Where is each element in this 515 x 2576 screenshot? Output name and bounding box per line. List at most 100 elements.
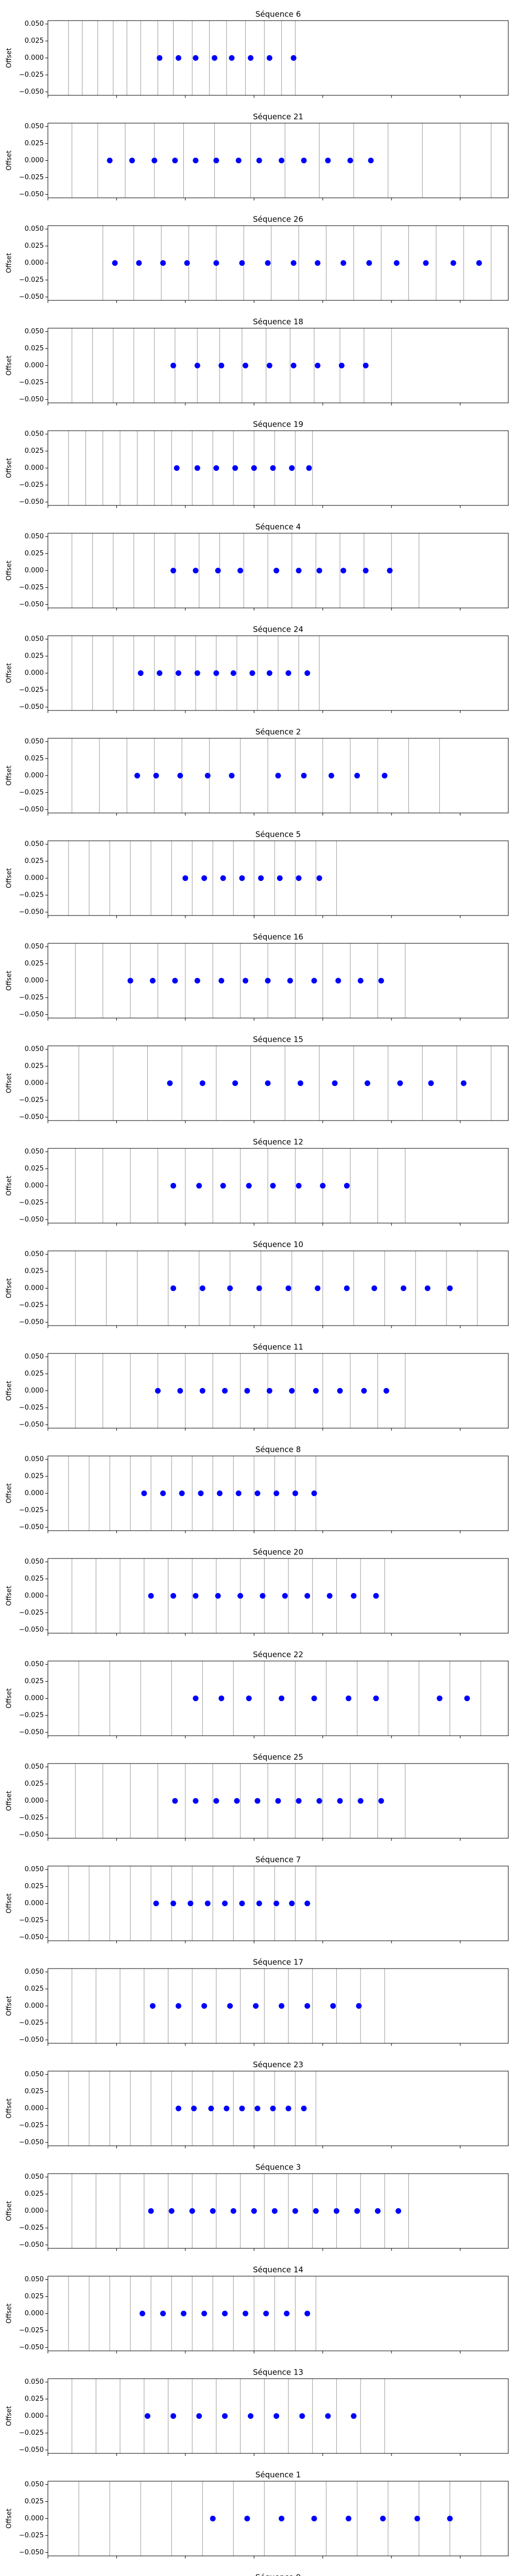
point [371, 1285, 377, 1291]
point [270, 2106, 276, 2111]
y-tick-label: −0.050 [19, 1831, 44, 1839]
point [437, 1696, 443, 1701]
point [361, 1388, 367, 1394]
y-axis-label: Offset [6, 2098, 13, 2119]
axes-frame [47, 1763, 509, 1839]
point [229, 55, 235, 61]
point [357, 1798, 364, 1804]
point [174, 465, 180, 471]
axes-frame [47, 943, 509, 1019]
y-axis-label: Offset [6, 48, 13, 68]
point [290, 260, 297, 266]
point [304, 1901, 311, 1906]
point [201, 2311, 208, 2316]
y-tick-label: 0.000 [25, 1592, 44, 1600]
y-tick-label: −0.025 [19, 789, 44, 796]
point [316, 875, 322, 881]
point [265, 978, 271, 984]
subplot-title: Séquence 19 [253, 420, 303, 429]
y-tick-label: −0.050 [19, 2139, 44, 2146]
y-tick-label: −0.025 [19, 1814, 44, 1822]
axes-frame [47, 225, 509, 301]
y-tick-label: −0.050 [19, 908, 44, 916]
point [253, 2003, 259, 2009]
point [193, 55, 199, 61]
point [266, 1388, 272, 1394]
y-tick-label: −0.050 [19, 1011, 44, 1019]
point [179, 1490, 185, 1496]
y-tick-label: −0.025 [19, 2019, 44, 2027]
point [289, 1901, 295, 1906]
point [153, 1901, 159, 1906]
point [148, 2208, 154, 2214]
point [107, 158, 113, 163]
y-tick-label: −0.050 [19, 806, 44, 814]
y-tick-label: 0.025 [25, 37, 44, 45]
subplot-title: Séquence 13 [253, 2368, 303, 2377]
point [208, 2106, 214, 2111]
point [199, 1080, 205, 1086]
point [383, 1388, 389, 1394]
point [340, 260, 347, 266]
point [213, 670, 219, 676]
point [373, 1696, 379, 1701]
point [172, 1798, 178, 1804]
y-axis-label: Offset [6, 2303, 13, 2324]
point [212, 55, 218, 61]
y-tick-label: 0.000 [25, 2515, 44, 2522]
y-tick-label: 0.050 [25, 2173, 44, 2181]
y-tick-label: 0.050 [25, 328, 44, 335]
y-tick-label: 0.025 [25, 2293, 44, 2300]
y-tick-label: 0.000 [25, 54, 44, 62]
y-tick-label: 0.025 [25, 447, 44, 455]
y-tick-label: −0.050 [19, 1523, 44, 1531]
y-tick-label: 0.000 [25, 977, 44, 985]
point [170, 568, 177, 573]
y-tick-label: 0.025 [25, 857, 44, 865]
point [450, 260, 456, 266]
subplot-title: Séquence 22 [253, 1650, 303, 1659]
point [239, 875, 245, 881]
y-tick-label: 0.025 [25, 2088, 44, 2095]
subplot-title: Séquence 26 [253, 215, 303, 224]
point [218, 978, 225, 984]
point [296, 1183, 302, 1189]
point [347, 158, 353, 163]
point [273, 2413, 280, 2419]
point [273, 1901, 280, 1906]
point [285, 2106, 291, 2111]
y-tick-label: 0.025 [25, 1062, 44, 1070]
subplot-title: Séquence 12 [253, 1138, 303, 1147]
axes-frame [47, 2071, 509, 2146]
axes-frame [47, 1148, 509, 1224]
point [189, 2208, 195, 2214]
y-axis-label: Offset [6, 355, 13, 376]
point [249, 670, 255, 676]
point [244, 2516, 250, 2521]
y-tick-label: −0.050 [19, 1626, 44, 1634]
y-tick-label: −0.025 [19, 1506, 44, 1514]
y-tick-label: 0.050 [25, 2276, 44, 2283]
point [222, 2311, 228, 2316]
y-tick-label: 0.000 [25, 772, 44, 779]
point [172, 158, 178, 163]
y-tick-label: 0.025 [25, 1883, 44, 1890]
point [351, 2413, 357, 2419]
point [246, 1696, 252, 1701]
point [170, 1285, 177, 1291]
y-tick-label: 0.050 [25, 533, 44, 540]
point [170, 1183, 177, 1189]
subplot-title: Séquence 24 [253, 625, 303, 634]
subplot-title: Séquence 21 [253, 112, 303, 122]
point [424, 1285, 431, 1291]
point [311, 1696, 317, 1701]
axes-frame [47, 1558, 509, 1634]
subplot-title: Séquence 8 [255, 1445, 301, 1454]
y-tick-label: 0.025 [25, 1370, 44, 1378]
y-tick-label: 0.000 [25, 157, 44, 164]
point [201, 2003, 208, 2009]
point [460, 1080, 467, 1086]
y-tick-label: 0.025 [25, 1780, 44, 1788]
point [299, 2413, 305, 2419]
axes-frame [47, 1968, 509, 2044]
